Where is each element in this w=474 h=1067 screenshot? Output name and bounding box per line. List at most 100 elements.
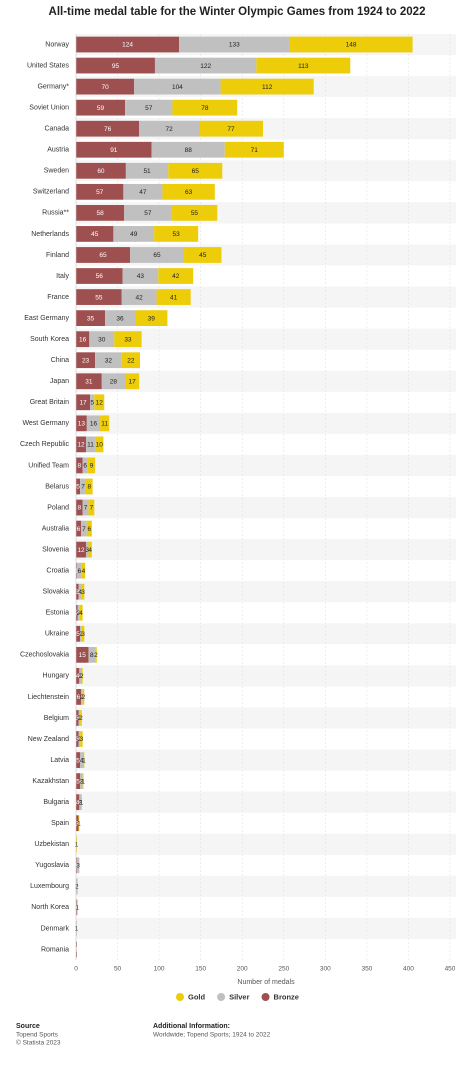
data-label: 1 — [75, 841, 79, 848]
bar-segment — [80, 794, 82, 811]
legend-marker — [261, 993, 270, 1001]
data-label: 6 — [78, 568, 82, 575]
bar-segment — [76, 562, 82, 579]
bar-segment — [122, 268, 159, 284]
source-label: Source — [16, 1023, 40, 1030]
x-tick-label: 400 — [403, 966, 414, 973]
row-stripe — [76, 412, 456, 434]
bar-segment — [158, 268, 194, 284]
data-label: 1 — [75, 905, 79, 912]
data-label: 72 — [165, 126, 173, 133]
bar-segment — [168, 162, 223, 179]
bar-segment — [76, 941, 77, 958]
y-tick-label: Netherlands — [31, 231, 69, 238]
bar-segment — [76, 710, 79, 726]
bar-segment — [81, 562, 86, 579]
bar-segment — [87, 457, 96, 474]
bar-segment — [76, 78, 135, 95]
y-tick-label: New Zealand — [28, 736, 69, 743]
data-label: 3 — [75, 715, 79, 722]
data-label: 1 — [80, 799, 84, 806]
data-label: 60 — [97, 168, 105, 175]
row-stripe — [76, 833, 456, 855]
data-label: 2 — [75, 884, 79, 891]
bar-segment — [80, 689, 83, 705]
y-tick-label: Belgium — [44, 715, 69, 722]
data-label: 53 — [173, 231, 181, 238]
y-tick-label: East Germany — [24, 315, 69, 322]
data-label: 12 — [77, 547, 85, 554]
data-label: 7 — [81, 484, 85, 491]
bar-segment — [76, 604, 78, 621]
bar-segment — [76, 373, 102, 390]
y-tick-label: Sweden — [44, 168, 69, 175]
data-label: 6 — [83, 463, 87, 470]
bar-segment — [154, 57, 257, 74]
x-tick-label: 100 — [154, 966, 165, 973]
data-label: 23 — [82, 357, 90, 364]
bar-segment — [76, 183, 124, 200]
data-label: 10 — [96, 442, 104, 449]
data-label: 22 — [127, 357, 135, 364]
data-label: 2 — [79, 715, 83, 722]
y-tick-label: Belarus — [45, 483, 69, 490]
data-label: 95 — [112, 63, 120, 70]
data-label: 3 — [75, 589, 79, 596]
data-label: 58 — [96, 210, 104, 217]
bar-segment — [80, 520, 87, 537]
bar-segment — [77, 604, 80, 621]
data-label: 113 — [298, 63, 309, 70]
data-label: 4 — [82, 568, 86, 575]
data-label: 43 — [137, 273, 145, 280]
bar-segment — [125, 99, 173, 116]
bar-segment — [220, 78, 314, 95]
legend-label: Gold — [188, 992, 205, 1001]
bar-segment — [151, 141, 225, 158]
data-label: 1 — [81, 778, 85, 785]
chart-title: All-time medal table for the Winter Olym… — [49, 6, 426, 18]
y-tick-label: Denmark — [41, 925, 70, 932]
data-label: 5 — [76, 484, 80, 491]
row-stripe — [76, 707, 456, 729]
y-tick-label: Spain — [51, 820, 69, 827]
y-tick-label: West Germany — [22, 420, 69, 427]
bar-segment — [76, 899, 78, 916]
bar-segment — [79, 667, 81, 684]
data-label: 1 — [75, 926, 79, 933]
data-label: 47 — [139, 189, 147, 196]
data-label: 4 — [79, 610, 83, 617]
data-label: 3 — [75, 736, 79, 743]
row-stripe — [76, 665, 456, 687]
bar-segment — [76, 815, 79, 832]
y-tick-label: Czechoslovakia — [20, 652, 69, 659]
row-stripe — [76, 875, 456, 897]
data-label: 8 — [78, 463, 82, 470]
bar-segment — [76, 415, 87, 432]
data-label: 88 — [185, 147, 193, 154]
data-label: 3 — [81, 589, 85, 596]
bar-segment — [76, 731, 79, 747]
y-tick-label: Japan — [50, 378, 69, 385]
data-label: 12 — [77, 442, 85, 449]
y-tick-label: Latvia — [50, 757, 69, 764]
data-label: 4 — [76, 673, 80, 680]
bar-segment — [88, 541, 92, 558]
bar-segment — [76, 499, 83, 516]
data-label: 56 — [96, 273, 104, 280]
data-label: 16 — [79, 336, 87, 343]
data-label: 49 — [130, 231, 138, 238]
data-label: 71 — [251, 147, 259, 154]
bar-segment — [76, 583, 79, 600]
data-label: 12 — [96, 400, 104, 407]
row-stripe — [76, 749, 456, 771]
bar-segment — [89, 331, 115, 348]
bar-segment — [76, 689, 81, 705]
data-label: 91 — [110, 147, 118, 154]
bar-segment — [76, 394, 91, 411]
bar-segment — [94, 394, 105, 411]
y-tick-label: Uzbekistan — [34, 841, 69, 848]
bar-segment — [76, 352, 96, 369]
bar-segment — [76, 120, 140, 137]
data-label: 70 — [101, 84, 109, 91]
